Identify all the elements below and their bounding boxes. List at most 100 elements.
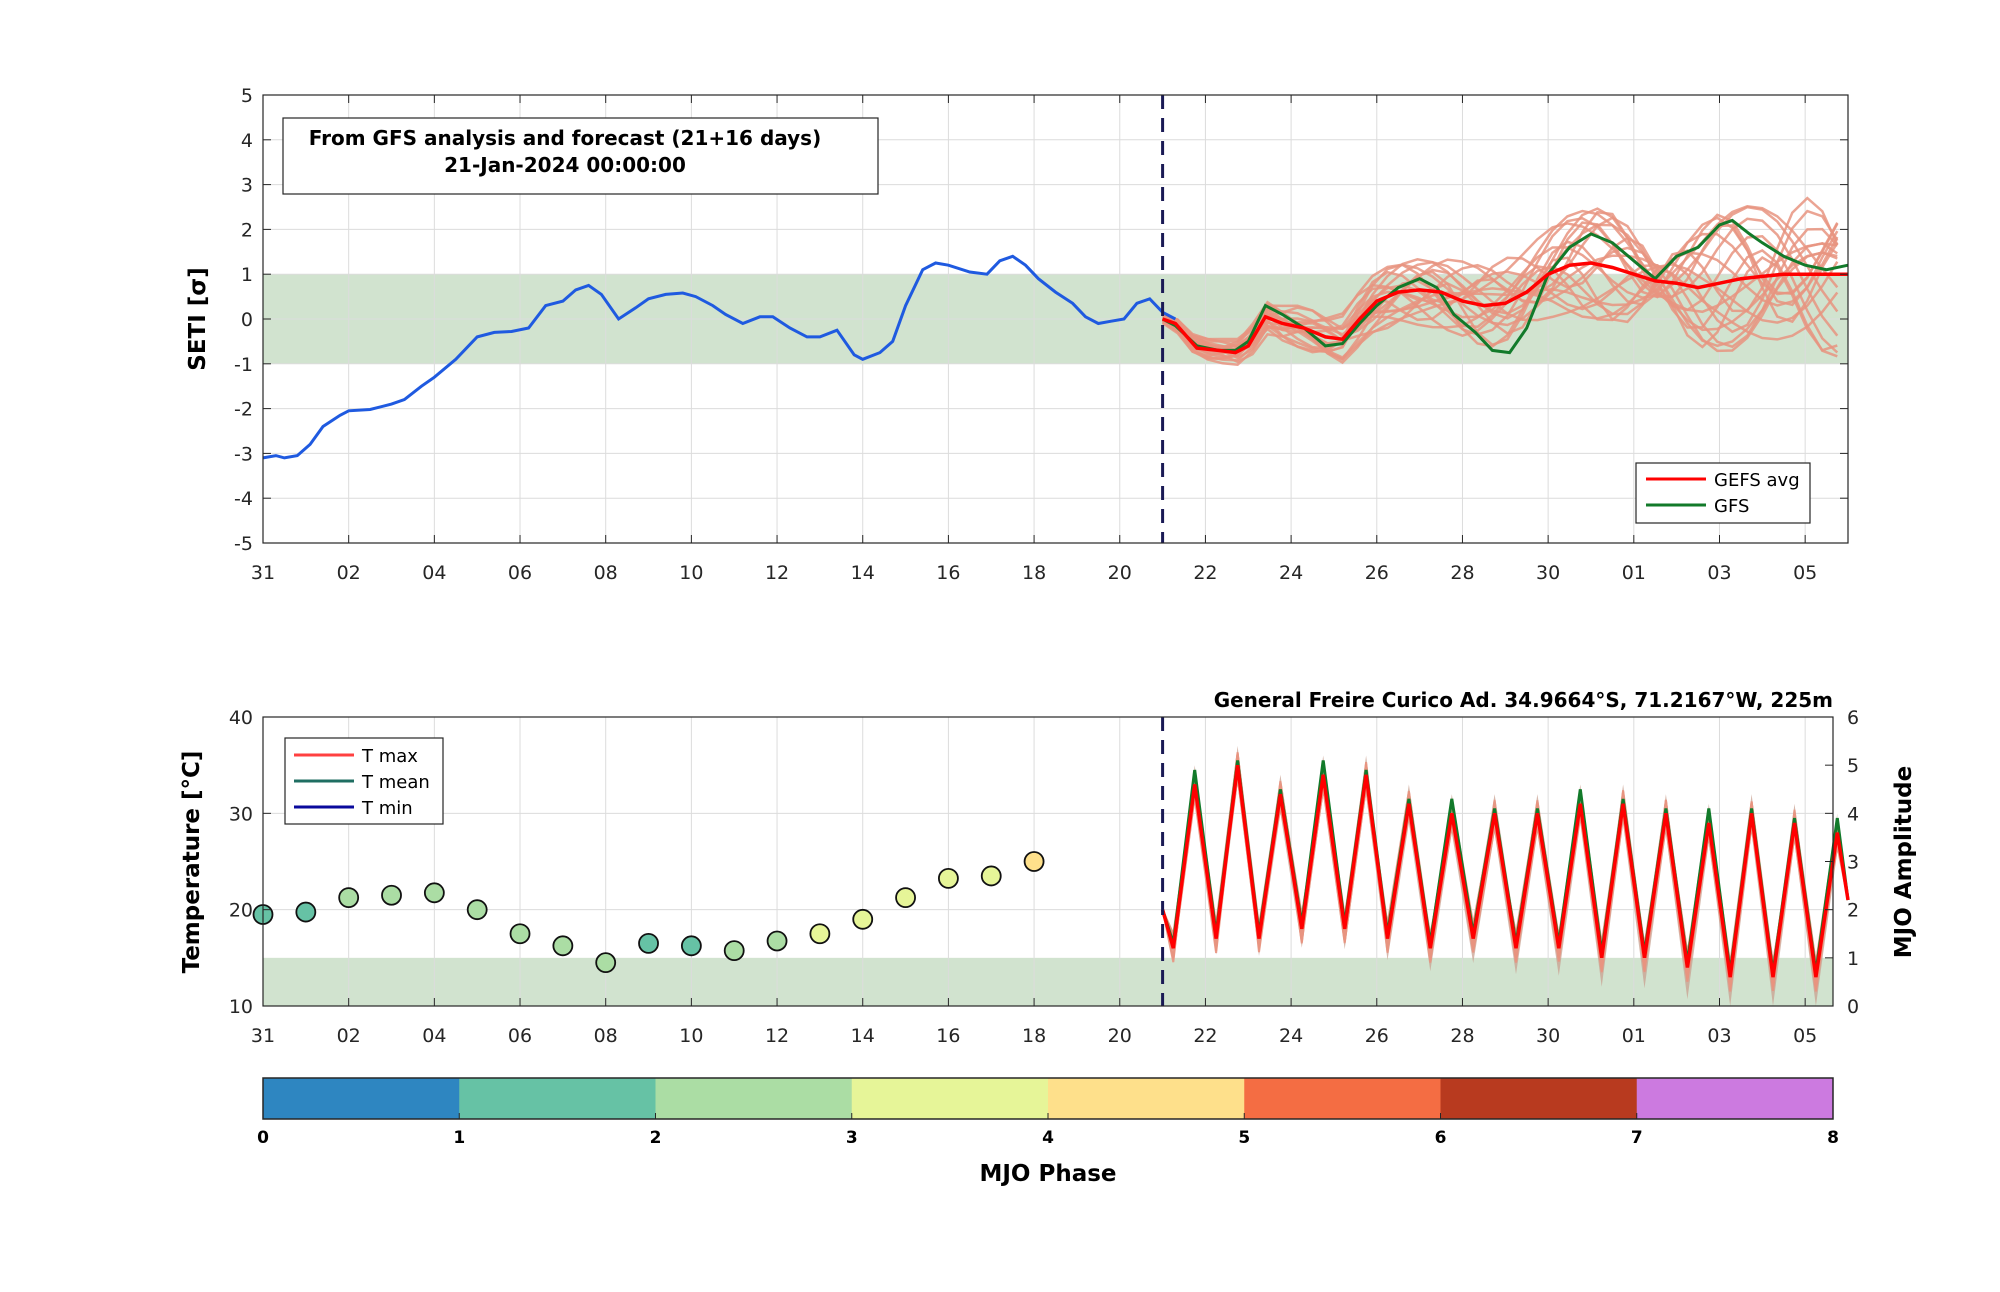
- gefs-member-line: [1162, 223, 1839, 348]
- gefs-avg-line: [1162, 261, 1848, 355]
- temp-xtick-label: 24: [1279, 1025, 1303, 1047]
- colorbar-segment: [459, 1078, 656, 1119]
- colorbar-segment: [851, 1078, 1049, 1119]
- temp-xtick-label: 14: [851, 1025, 875, 1047]
- seti-xtick-label: 02: [337, 562, 361, 584]
- mjo-point: [938, 867, 959, 889]
- colorbar-segment: [655, 1078, 853, 1119]
- temp-xtick-label: 31: [251, 1025, 275, 1047]
- mjo-point: [723, 940, 745, 962]
- mjo-point: [766, 930, 788, 952]
- seti-ytick-label: 1: [241, 264, 253, 286]
- colorbar-tick-label: 6: [1435, 1128, 1447, 1148]
- colorbar-label: MJO Phase: [979, 1161, 1116, 1187]
- temp-ytick-label: 10: [229, 996, 253, 1018]
- temp-xtick-label: 04: [422, 1025, 446, 1047]
- mjo-point: [852, 908, 874, 930]
- temperature-forecast: [1160, 745, 1850, 1006]
- mjo-point: [1023, 851, 1045, 872]
- gefs-member-line: [1162, 216, 1838, 364]
- seti-xtick-label: 24: [1279, 562, 1303, 584]
- colorbar-segments: [263, 1078, 1834, 1119]
- seti-ytick-label: 5: [241, 85, 253, 107]
- temp-xtick-label: 26: [1365, 1025, 1389, 1047]
- temp-ytick-label: 20: [229, 900, 253, 922]
- seti-y-label: SETI [σ]: [185, 267, 211, 370]
- colorbar-segment: [1440, 1078, 1638, 1119]
- mjo-point: [509, 923, 531, 945]
- mjo-amp-tick-label: 0: [1847, 996, 1859, 1018]
- seti-xtick-label: 12: [765, 562, 789, 584]
- seti-ytick-label: -4: [234, 488, 253, 510]
- colorbar-ticks: 0 1 2 3 4 5 6 7 8: [257, 1113, 1839, 1148]
- seti-analysis-line: [262, 254, 1177, 460]
- colorbar-tick-label: 4: [1042, 1128, 1054, 1148]
- mjo-amp-tick-label: 4: [1847, 803, 1859, 825]
- temp-ytick-label: 40: [229, 707, 253, 729]
- temp-y-ticks: 40 30 20 10: [229, 707, 271, 1018]
- seti-ytick-label: -5: [234, 533, 253, 555]
- mjo-point: [595, 952, 617, 974]
- mjo-point: [295, 901, 317, 923]
- mjo-colorbar: 0 1 2 3 4 5 6 7 8 MJO Phase: [257, 1077, 1839, 1187]
- gefs-member-line: [1161, 207, 1839, 365]
- mjo-point: [381, 884, 402, 906]
- seti-ytick-label: 3: [241, 175, 253, 197]
- colorbar-tick-label: 3: [846, 1128, 858, 1148]
- seti-xtick-label: 30: [1536, 562, 1560, 584]
- temp-xtick-label: 18: [1022, 1025, 1046, 1047]
- temp-xtick-label: 22: [1193, 1025, 1217, 1047]
- seti-xtick-label: 06: [508, 562, 532, 584]
- temp-y-label: Temperature [°C]: [179, 751, 205, 974]
- colorbar-segment: [1048, 1078, 1245, 1119]
- seti-y-ticks: 5 4 3 2 1 0 -1 -2 -3 -4 -5: [234, 85, 1848, 555]
- annotation-line2: 21-Jan-2024 00:00:00: [444, 153, 686, 177]
- annotation-box: From GFS analysis and forecast (21+16 da…: [282, 117, 879, 195]
- temp-xtick-label: 02: [337, 1025, 361, 1047]
- seti-ytick-label: -3: [234, 443, 253, 465]
- mjo-amp-ticks: 6 5 4 3 2 1 0: [1825, 707, 1859, 1018]
- seti-xtick-label: 04: [422, 562, 446, 584]
- colorbar-segment: [263, 1078, 460, 1119]
- gefs-member-lines: [1161, 196, 1839, 366]
- seti-xtick-label: 26: [1365, 562, 1389, 584]
- legend-gfs: GFS: [1714, 496, 1749, 517]
- station-title: General Freire Curico Ad. 34.9664°S, 71.…: [1214, 688, 1833, 712]
- legend-tmean: T mean: [361, 772, 430, 793]
- temp-xtick-label: 06: [508, 1025, 532, 1047]
- seti-xtick-label: 16: [936, 562, 960, 584]
- colorbar-tick-label: 1: [453, 1128, 465, 1148]
- seti-xtick-label: 22: [1193, 562, 1217, 584]
- seti-xtick-label: 28: [1450, 562, 1474, 584]
- mjo-point: [552, 935, 574, 957]
- mjo-amp-tick-label: 6: [1847, 707, 1859, 729]
- colorbar-tick-label: 5: [1238, 1128, 1250, 1148]
- temp-legend: T max T mean T min: [284, 737, 444, 825]
- seti-legend: GEFS avg GFS: [1635, 462, 1811, 524]
- temp-xtick-label: 20: [1108, 1025, 1132, 1047]
- temp-xtick-label: 16: [936, 1025, 960, 1047]
- temp-xtick-label: 30: [1536, 1025, 1560, 1047]
- mjo-amp-label: MJO Amplitude: [1891, 766, 1917, 958]
- seti-xtick-label: 18: [1022, 562, 1046, 584]
- gfs-line: [1161, 218, 1849, 355]
- seti-xtick-label: 31: [251, 562, 275, 584]
- colorbar-tick-label: 0: [257, 1128, 269, 1148]
- temp-xtick-label: 08: [594, 1025, 618, 1047]
- temp-xtick-label: 12: [765, 1025, 789, 1047]
- temp-gefs-avg-line: [1160, 764, 1850, 978]
- mjo-point: [980, 865, 1002, 887]
- mjo-point: [423, 882, 445, 904]
- seti-ytick-label: 2: [241, 219, 253, 241]
- colorbar-tick-label: 8: [1827, 1128, 1839, 1148]
- mjo-point: [338, 887, 360, 909]
- mjo-point: [680, 935, 702, 957]
- mjo-amp-tick-label: 1: [1847, 948, 1859, 970]
- seti-xtick-label: 03: [1707, 562, 1731, 584]
- mjo-normal-band: [263, 957, 1833, 1006]
- temp-xtick-label: 10: [679, 1025, 703, 1047]
- mjo-point: [809, 923, 831, 945]
